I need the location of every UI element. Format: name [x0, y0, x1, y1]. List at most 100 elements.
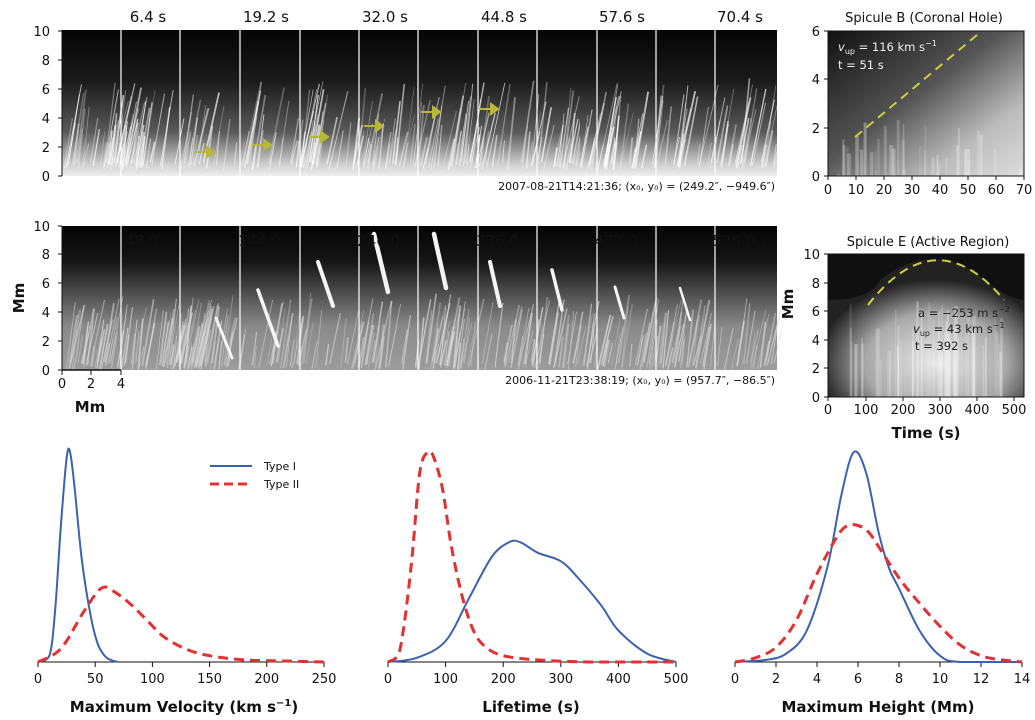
texture-streak: [278, 100, 290, 169]
texture-streak: [433, 105, 443, 168]
texture-streak: [117, 142, 122, 164]
texture-streak: [197, 105, 207, 163]
texture-streak: [225, 317, 238, 368]
x-tick-label: 20: [876, 183, 893, 198]
texture-streak: [566, 138, 572, 170]
texture-streak: [572, 339, 579, 364]
arrow-marker: [479, 102, 500, 116]
series-type-i-line: [37, 447, 119, 663]
x-tick-label: 300: [548, 672, 573, 687]
texture-streak: [239, 334, 246, 365]
y-tick-label: 10: [803, 248, 820, 263]
texture-streak: [760, 144, 767, 168]
x-tick-label: 50: [960, 183, 977, 198]
arrow-marker: [364, 119, 385, 133]
texture-streak: [402, 143, 409, 169]
texture-streak: [194, 323, 203, 368]
texture-streak: [193, 107, 210, 167]
texture-streak: [439, 304, 447, 368]
texture-streak: [504, 304, 521, 368]
x-tick-label: 4: [117, 377, 125, 392]
texture-streak: [662, 310, 670, 369]
texture-streak: [164, 311, 172, 364]
texture-streak: [665, 299, 682, 366]
texture-streak: [522, 125, 529, 169]
texture-streak: [309, 89, 325, 163]
arrow-marker: [421, 105, 442, 119]
time-label: 70.4 s: [717, 8, 763, 26]
texture-streak: [430, 85, 446, 170]
texture-streak: [120, 125, 126, 166]
texture-streak: [683, 96, 699, 166]
texture-streak: [765, 130, 774, 166]
y-tick-label: 4: [42, 306, 50, 321]
texture-streak: [366, 141, 371, 164]
texture-streak: [650, 346, 656, 370]
texture-streak: [365, 324, 375, 365]
texture-streak: [266, 338, 273, 365]
texture-streak: [527, 141, 534, 169]
texture-streak: [664, 304, 678, 367]
texture-streak: [251, 331, 258, 366]
texture-streak: [137, 131, 145, 169]
mid-caption: 2006-11-21T23:38:19; (x₀, y₀) = (957.7″,…: [505, 374, 775, 387]
texture-streak: [142, 102, 153, 166]
texture-streak: [454, 143, 459, 168]
texture-streak: [537, 81, 548, 165]
texture-streak: [677, 102, 687, 167]
texture-streak: [741, 109, 757, 170]
mid-streaks: [65, 292, 785, 371]
texture-streak: [764, 312, 777, 364]
texture-streak: [773, 101, 788, 168]
texture-streak: [455, 130, 462, 165]
texture-streak: [634, 308, 649, 366]
texture-streak: [603, 96, 617, 168]
texture-streak: [457, 342, 462, 370]
texture-streak: [561, 314, 570, 369]
texture-streak: [766, 298, 785, 366]
x-tick-label: 200: [254, 672, 279, 687]
texture-streak: [549, 312, 559, 365]
x-axis-label: Time (s): [891, 424, 960, 442]
texture-streak: [368, 332, 375, 368]
texture-streak: [417, 104, 425, 164]
texture-streak: [655, 325, 662, 363]
texture-streak: [656, 119, 669, 164]
texture-streak: [267, 87, 286, 165]
texture-streak: [750, 329, 759, 363]
texture-streak: [111, 113, 118, 166]
texture-streak: [484, 131, 490, 164]
texture-streak: [242, 81, 262, 166]
texture-streak: [596, 314, 612, 370]
texture-streak: [452, 305, 461, 369]
texture-streak: [602, 339, 610, 367]
arrow-marker: [309, 130, 330, 144]
texture-streak: [558, 113, 565, 167]
texture-streak: [614, 327, 624, 370]
texture-streak: [190, 302, 202, 367]
texture-streak: [257, 130, 264, 167]
texture-streak: [447, 138, 456, 171]
texture-streak: [251, 144, 257, 171]
x-tick-label: 200: [491, 672, 516, 687]
y-tick-label: 2: [42, 141, 50, 156]
texture-streak: [737, 298, 748, 364]
texture-streak: [398, 131, 409, 167]
x-tick-label: 0: [731, 672, 739, 687]
texture-streak: [358, 298, 374, 367]
texture-streak: [325, 343, 330, 366]
y-tick-label: 8: [812, 277, 820, 292]
texture-streak: [96, 329, 106, 363]
texture-streak: [588, 141, 596, 167]
texture-streak: [412, 134, 418, 166]
texture-streak: [107, 316, 118, 364]
texture-streak: [181, 308, 190, 365]
texture-streak: [118, 308, 127, 366]
top-time-labels: 6.4 s 19.2 s 32.0 s 44.8 s 57.6 s 70.4 s: [130, 8, 763, 26]
texture-streak: [196, 313, 207, 365]
texture-streak: [464, 83, 474, 164]
texture-streak: [450, 95, 464, 167]
texture-streak: [106, 143, 110, 168]
texture-streak: [132, 142, 138, 164]
texture-streak: [206, 303, 220, 364]
